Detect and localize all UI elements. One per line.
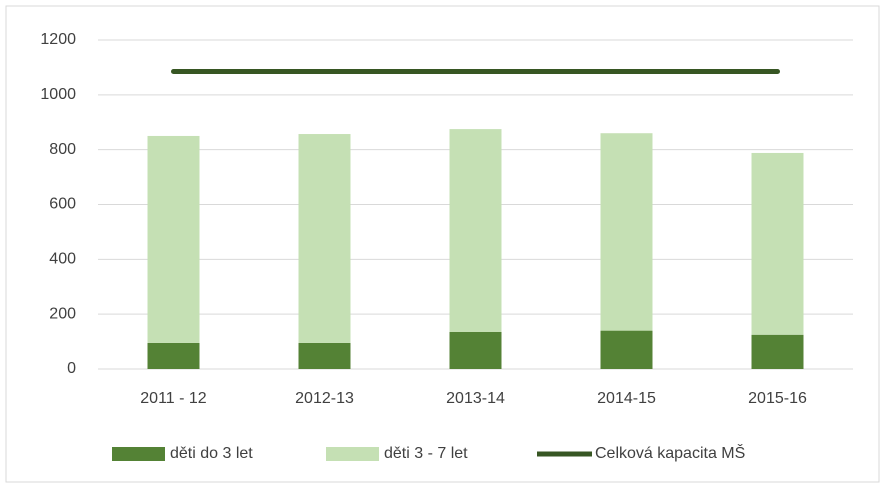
bar (449, 331, 502, 369)
legend-swatch (326, 447, 379, 461)
y-tick-label: 800 (49, 141, 76, 158)
y-tick-label: 600 (49, 196, 76, 213)
legend-label: děti do 3 let (170, 445, 253, 462)
bar (298, 342, 351, 369)
bar (600, 133, 653, 331)
bar (600, 330, 653, 369)
y-tick-label: 0 (67, 360, 76, 377)
y-tick-label: 400 (49, 251, 76, 268)
y-tick-label: 200 (49, 305, 76, 322)
bar (147, 342, 200, 369)
x-tick-label: 2015-16 (748, 390, 807, 407)
legend-swatch (112, 447, 165, 461)
x-tick-label: 2012-13 (295, 390, 354, 407)
chart-border (5, 5, 880, 483)
legend-label: děti 3 - 7 let (384, 445, 468, 462)
y-tick-label: 1000 (40, 86, 76, 103)
bar (147, 135, 200, 343)
y-tick-label: 1200 (40, 31, 76, 48)
legend-label: Celková kapacita MŠ (595, 443, 745, 462)
bar (751, 152, 804, 335)
x-tick-label: 2013-14 (446, 390, 505, 407)
x-tick-label: 2014-15 (597, 390, 656, 407)
bar (449, 129, 502, 332)
bar (298, 134, 351, 343)
x-tick-label: 2011 - 12 (140, 390, 207, 407)
bar (751, 334, 804, 369)
